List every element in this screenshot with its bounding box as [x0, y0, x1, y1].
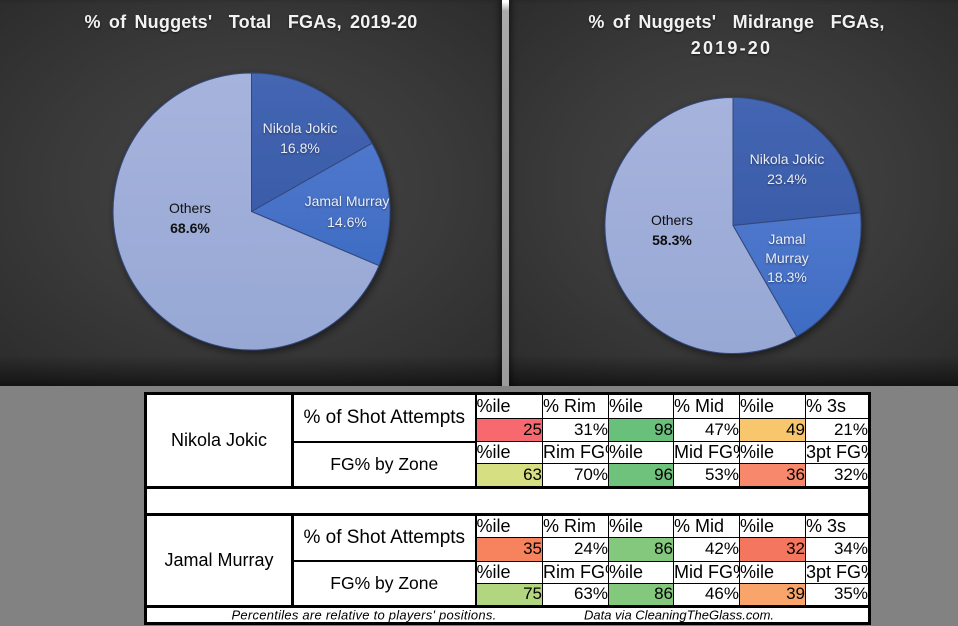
- svg-text:Jamal: Jamal: [768, 231, 805, 247]
- svg-text:23.4%: 23.4%: [767, 171, 807, 187]
- svg-text:68.6%: 68.6%: [170, 220, 210, 236]
- svg-text:Jamal Murray: Jamal Murray: [305, 193, 390, 209]
- svg-text:14.6%: 14.6%: [327, 214, 367, 230]
- svg-text:Nikola Jokic: Nikola Jokic: [750, 151, 825, 167]
- svg-text:Others: Others: [651, 212, 693, 228]
- svg-text:Others: Others: [169, 200, 211, 216]
- svg-text:Nikola Jokic: Nikola Jokic: [263, 120, 338, 136]
- svg-text:58.3%: 58.3%: [652, 232, 692, 248]
- svg-text:Murray: Murray: [765, 250, 809, 266]
- svg-text:16.8%: 16.8%: [280, 140, 320, 156]
- svg-text:18.3%: 18.3%: [767, 269, 807, 285]
